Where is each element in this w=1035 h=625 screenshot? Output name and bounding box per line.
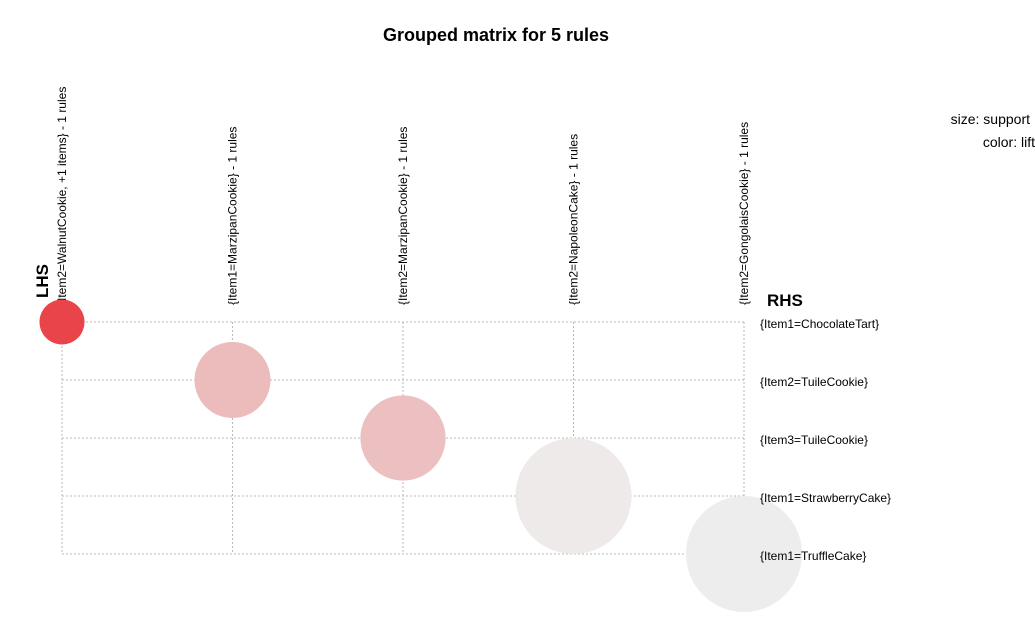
chart-title: Grouped matrix for 5 rules [383,25,609,45]
rhs-item-label: {Item2=TuileCookie} [760,375,868,389]
rule-bubble [39,299,85,345]
lhs-group-label: {Item1=MarzipanCookie} - 1 rules [226,127,240,305]
rule-bubble [360,395,446,481]
rhs-item-label: {Item1=TruffleCake} [760,549,866,563]
rule-bubble [194,342,271,418]
rhs-item-label: {Item3=TuileCookie} [760,433,868,447]
rule-bubble [515,438,632,554]
lhs-axis-title: LHS [33,264,52,298]
legend-color-text: color: lift [983,134,1035,150]
legend-size-text: size: support [951,111,1030,127]
lhs-group-label: {Item2=WalnutCookie, +1 items} - 1 rules [55,87,69,305]
lhs-group-label: {Item2=GongolaisCookie} - 1 rules [737,122,751,305]
rule-bubbles [39,299,802,612]
rhs-item-label: {Item1=ChocolateTart} [760,317,879,331]
lhs-group-label: {Item2=MarzipanCookie} - 1 rules [396,127,410,305]
rhs-item-label: {Item1=StrawberryCake} [760,491,891,505]
rhs-item-labels: {Item1=ChocolateTart} {Item2=TuileCookie}… [760,317,891,563]
rhs-axis-title: RHS [767,291,803,310]
lhs-group-labels: {Item2=WalnutCookie, +1 items} - 1 rules… [55,87,751,305]
lhs-group-label: {Item2=NapoleonCake} - 1 rules [567,134,581,305]
rule-bubble [686,496,802,612]
